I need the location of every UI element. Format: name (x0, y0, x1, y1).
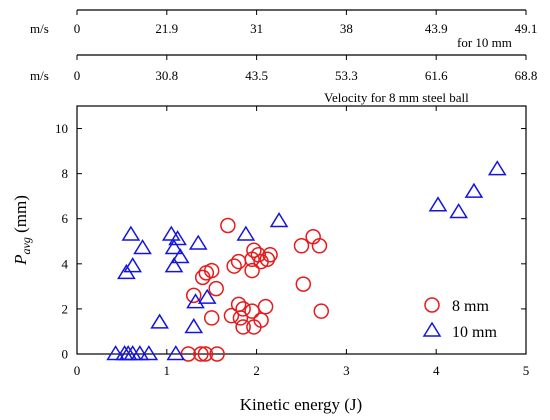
velocity-tick-label: 53.3 (335, 68, 358, 83)
marker-8mm (295, 276, 312, 292)
marker-10mm (188, 234, 208, 250)
legend-label-10mm: 10 mm (452, 324, 497, 341)
y-axis-label-unit: (mm) (11, 195, 30, 237)
marker-8mm (232, 310, 249, 326)
marker-8mm (197, 346, 214, 362)
velocity-tick-label: 21.9 (155, 21, 178, 36)
marker-10mm (130, 345, 150, 361)
marker-10mm (166, 345, 186, 361)
marker-8mm (208, 280, 224, 297)
marker-8mm (262, 247, 278, 263)
velocity-tick-label: 61.6 (425, 68, 448, 83)
marker-8mm (203, 310, 220, 326)
velocity-tick-label: 43.9 (425, 21, 448, 36)
marker-8mm (180, 346, 197, 362)
marker-10mm (150, 313, 169, 329)
top-axis-10mm-label: for 10 mm (457, 35, 512, 50)
x-tick-label: 5 (523, 363, 530, 378)
velocity-tick-label: 0 (74, 21, 81, 36)
top-axis-8mm: m/s Velocity for 8 mm steel ball 0 30.8 43… (30, 54, 538, 105)
top-axis-8mm-unit: m/s (30, 68, 49, 83)
marker-8mm (220, 217, 236, 234)
marker-10mm (170, 248, 190, 264)
top-axis-10mm-ticks: 0 21.9 31 38 43.9 49.1 (74, 10, 538, 36)
marker-10mm (164, 257, 184, 273)
y-tick-label: 6 (62, 211, 69, 226)
marker-8mm (293, 238, 310, 254)
y-tick-label: 2 (62, 301, 69, 316)
legend: 8 mm 10 mm (422, 297, 497, 341)
marker-8mm (313, 303, 330, 319)
marker-10mm (123, 257, 143, 273)
marker-10mm (428, 196, 448, 212)
marker-8mm (244, 303, 260, 319)
legend-label-8mm: 8 mm (452, 298, 489, 315)
y-axis-ticks: 0 2 4 6 8 10 (55, 121, 526, 362)
marker-8mm (259, 251, 276, 268)
x-tick-label: 2 (253, 363, 260, 378)
top-axis-10mm: m/s for 10 mm 0 21.9 31 38 43.9 49.1 (30, 9, 538, 50)
velocity-tick-label: 30.8 (155, 68, 178, 83)
marker-10mm (184, 318, 204, 334)
plot-frame (76, 105, 527, 355)
marker-8mm (235, 319, 251, 335)
marker-10mm (168, 230, 187, 246)
velocity-tick-label: 49.1 (515, 21, 538, 36)
x-axis-label: Kinetic energy (J) (240, 395, 362, 414)
marker-10mm (197, 288, 217, 304)
marker-8mm (193, 346, 209, 362)
marker-10mm (269, 212, 289, 228)
velocity-tick-label: 38 (340, 21, 353, 36)
y-tick-label: 8 (62, 166, 69, 181)
x-tick-label: 3 (343, 363, 350, 378)
marker-10mm (133, 239, 152, 255)
top-axis-8mm-label: Velocity for 8 mm steel ball (324, 90, 469, 105)
marker-10mm (449, 203, 468, 219)
velocity-tick-label: 31 (250, 21, 263, 36)
marker-8mm (223, 307, 240, 324)
marker-8mm (257, 298, 274, 315)
velocity-tick-label: 68.8 (515, 68, 538, 83)
y-axis-label-sub: avg (19, 237, 33, 254)
data-markers (106, 160, 507, 362)
top-axis-8mm-ticks: 0 30.8 43.5 53.3 61.6 68.8 (74, 55, 538, 83)
velocity-tick-label: 0 (74, 68, 81, 83)
y-tick-label: 4 (62, 256, 69, 271)
marker-10mm (164, 239, 184, 255)
y-tick-label: 10 (55, 121, 68, 136)
marker-10mm (139, 345, 159, 361)
marker-8mm (246, 242, 262, 259)
x-tick-label: 1 (164, 363, 171, 378)
marker-8mm (244, 262, 260, 279)
x-tick-label: 4 (433, 363, 440, 378)
legend-marker-10mm (422, 321, 442, 337)
marker-8mm (226, 258, 242, 274)
marker-8mm (253, 312, 269, 328)
marker-8mm (194, 269, 211, 286)
marker-8mm (203, 262, 220, 279)
y-tick-label: 0 (62, 347, 69, 362)
marker-10mm (464, 182, 484, 198)
marker-10mm (487, 160, 507, 176)
y-axis-label: Pavg (mm) (11, 195, 33, 266)
marker-10mm (186, 293, 205, 309)
x-axis-ticks: 0 1 2 3 4 5 (74, 106, 530, 378)
marker-10mm (106, 345, 125, 361)
marker-8mm (250, 247, 267, 263)
marker-8mm (209, 346, 225, 362)
marker-10mm (161, 225, 181, 241)
top-axis-10mm-unit: m/s (30, 21, 49, 36)
marker-10mm (121, 225, 141, 241)
marker-8mm (235, 301, 251, 317)
marker-10mm (236, 225, 256, 241)
marker-8mm (185, 287, 202, 304)
marker-8mm (311, 238, 328, 254)
y-axis-label-main: P (11, 254, 30, 265)
velocity-tick-label: 43.5 (245, 68, 268, 83)
x-tick-label: 0 (74, 363, 81, 378)
legend-marker-8mm (424, 297, 440, 313)
